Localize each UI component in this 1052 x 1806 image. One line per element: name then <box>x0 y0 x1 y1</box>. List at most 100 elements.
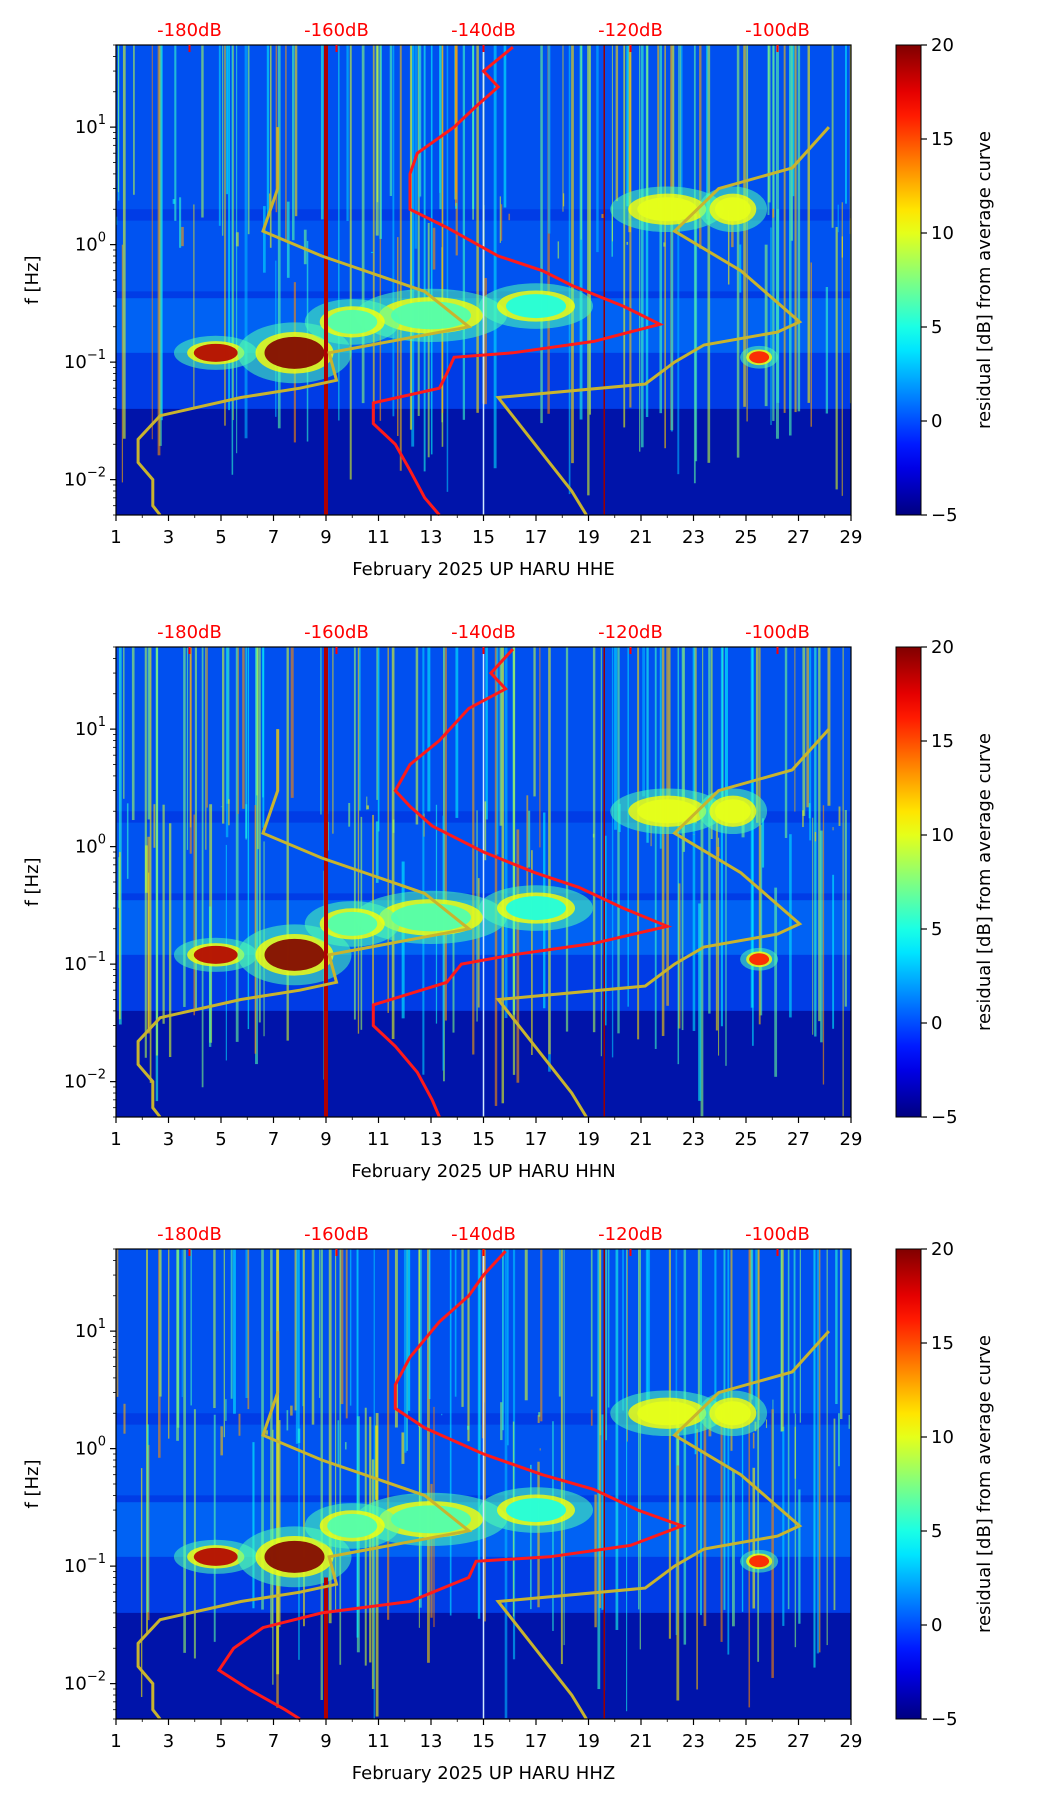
y-tick-label: 100 <box>75 833 106 858</box>
colorbar-tick-label: −5 <box>931 1107 958 1128</box>
top-db-tick-label: -100dB <box>745 622 810 643</box>
y-tick-exponent: −2 <box>87 1670 106 1685</box>
x-tick-label: 15 <box>472 1731 495 1752</box>
colorbar-tick-label: −5 <box>931 505 958 526</box>
x-tick-label: 3 <box>163 527 174 548</box>
y-axis-label: f [Hz] <box>22 857 43 906</box>
y-tick-base: 10 <box>64 1072 87 1093</box>
top-db-tick-label: -120dB <box>598 20 663 41</box>
colorbar-tick-label: 0 <box>931 1013 942 1034</box>
top-db-tick-label: -160dB <box>304 20 369 41</box>
x-tick-label: 9 <box>320 1731 331 1752</box>
x-tick-label: 7 <box>268 1129 279 1150</box>
y-tick-label: 10−2 <box>64 466 106 491</box>
colorbar-label: residual [dB] from average curve <box>974 131 995 429</box>
colorbar <box>895 1248 922 1720</box>
x-tick-label: 23 <box>682 527 705 548</box>
yellow-model-left-line <box>136 1331 473 1720</box>
colorbar-tick-label: 10 <box>931 825 954 846</box>
x-tick-label: 9 <box>320 527 331 548</box>
y-tick-base: 10 <box>75 235 98 256</box>
x-tick-label: 25 <box>735 1731 758 1752</box>
y-tick-base: 10 <box>75 1439 98 1460</box>
x-tick-label: 15 <box>472 1129 495 1150</box>
y-tick-base: 10 <box>64 954 87 975</box>
x-tick-label: 15 <box>472 527 495 548</box>
colorbar-tick-label: 5 <box>931 919 942 940</box>
x-axis-label: February 2025 UP HARU HHE <box>352 559 614 580</box>
top-db-tick-label: -120dB <box>598 622 663 643</box>
y-tick-exponent: 1 <box>98 715 106 730</box>
x-tick-label: 11 <box>367 1731 390 1752</box>
colorbar-tick-label: 15 <box>931 731 954 752</box>
y-tick-label: 10−1 <box>64 348 106 373</box>
x-tick-label: 5 <box>215 1731 226 1752</box>
colorbar-tick-label: 10 <box>931 1427 954 1448</box>
y-tick-base: 10 <box>64 352 87 373</box>
y-tick-base: 10 <box>75 719 98 740</box>
x-axis-label: February 2025 UP HARU HHZ <box>352 1763 615 1784</box>
colorbar-tick-label: 20 <box>931 637 954 658</box>
colorbar-label: residual [dB] from average curve <box>974 1335 995 1633</box>
y-tick-exponent: 0 <box>98 833 106 848</box>
colorbar-tick-label: 0 <box>931 411 942 432</box>
x-tick-label: 17 <box>525 1731 548 1752</box>
spectrogram-panel-hhe: 1 3 5 7 9 11 13 15 17 19 21 23 25 27 29 February 2025 U… <box>0 0 1052 600</box>
y-tick-label: 10−2 <box>64 1068 106 1093</box>
colorbar-label: residual [dB] from average curve <box>974 733 995 1031</box>
y-tick-base: 10 <box>64 470 87 491</box>
colorbar-tick-label: 5 <box>931 1521 942 1542</box>
x-tick-label: 11 <box>367 1129 390 1150</box>
x-tick-label: 5 <box>215 1129 226 1150</box>
top-db-tick-label: -140dB <box>451 1224 516 1245</box>
x-axis-label: February 2025 UP HARU HHN <box>351 1161 616 1182</box>
y-tick-base: 10 <box>64 1556 87 1577</box>
y-tick-exponent: −1 <box>87 950 106 965</box>
x-tick-label: 1 <box>110 1731 121 1752</box>
spectrogram-image <box>116 45 851 515</box>
x-tick-label: 25 <box>735 527 758 548</box>
x-tick-label: 5 <box>215 527 226 548</box>
x-tick-label: 7 <box>268 527 279 548</box>
colorbar-tick-label: 0 <box>931 1615 942 1636</box>
y-tick-label: 101 <box>75 715 106 740</box>
y-tick-exponent: 0 <box>98 1435 106 1450</box>
x-tick-label: 9 <box>320 1129 331 1150</box>
red-average-curve-line <box>216 1250 687 1721</box>
top-db-tick-label: -140dB <box>451 20 516 41</box>
y-tick-exponent: −1 <box>87 1552 106 1567</box>
top-db-tick-label: -120dB <box>598 1224 663 1245</box>
y-tick-base: 10 <box>75 117 98 138</box>
y-tick-exponent: −2 <box>87 466 106 481</box>
x-tick-label: 1 <box>110 527 121 548</box>
y-axis-label: f [Hz] <box>22 1459 43 1508</box>
x-tick-label: 23 <box>682 1129 705 1150</box>
yellow-model-left-line <box>136 127 473 516</box>
red-average-curve-line <box>371 45 665 516</box>
colorbar-tick-label: 20 <box>931 35 954 56</box>
x-tick-label: 27 <box>787 1731 810 1752</box>
colorbar <box>895 44 922 516</box>
x-tick-label: 7 <box>268 1731 279 1752</box>
colorbar-tick-label: 15 <box>931 129 954 150</box>
x-tick-label: 13 <box>420 1731 443 1752</box>
colorbar-tick-label: 20 <box>931 1239 954 1260</box>
x-tick-label: 11 <box>367 527 390 548</box>
top-db-tick-label: -100dB <box>745 20 810 41</box>
y-tick-label: 101 <box>75 113 106 138</box>
x-tick-label: 13 <box>420 1129 443 1150</box>
y-axis-label: f [Hz] <box>22 255 43 304</box>
top-db-tick-label: -160dB <box>304 622 369 643</box>
x-tick-label: 29 <box>840 1731 863 1752</box>
x-tick-label: 13 <box>420 527 443 548</box>
top-db-tick-label: -180dB <box>157 1224 222 1245</box>
x-tick-label: 19 <box>577 1731 600 1752</box>
y-tick-label: 10−2 <box>64 1670 106 1695</box>
red-average-curve-line <box>371 648 673 1118</box>
x-tick-label: 25 <box>735 1129 758 1150</box>
top-db-tick-label: -140dB <box>451 622 516 643</box>
x-tick-label: 1 <box>110 1129 121 1150</box>
